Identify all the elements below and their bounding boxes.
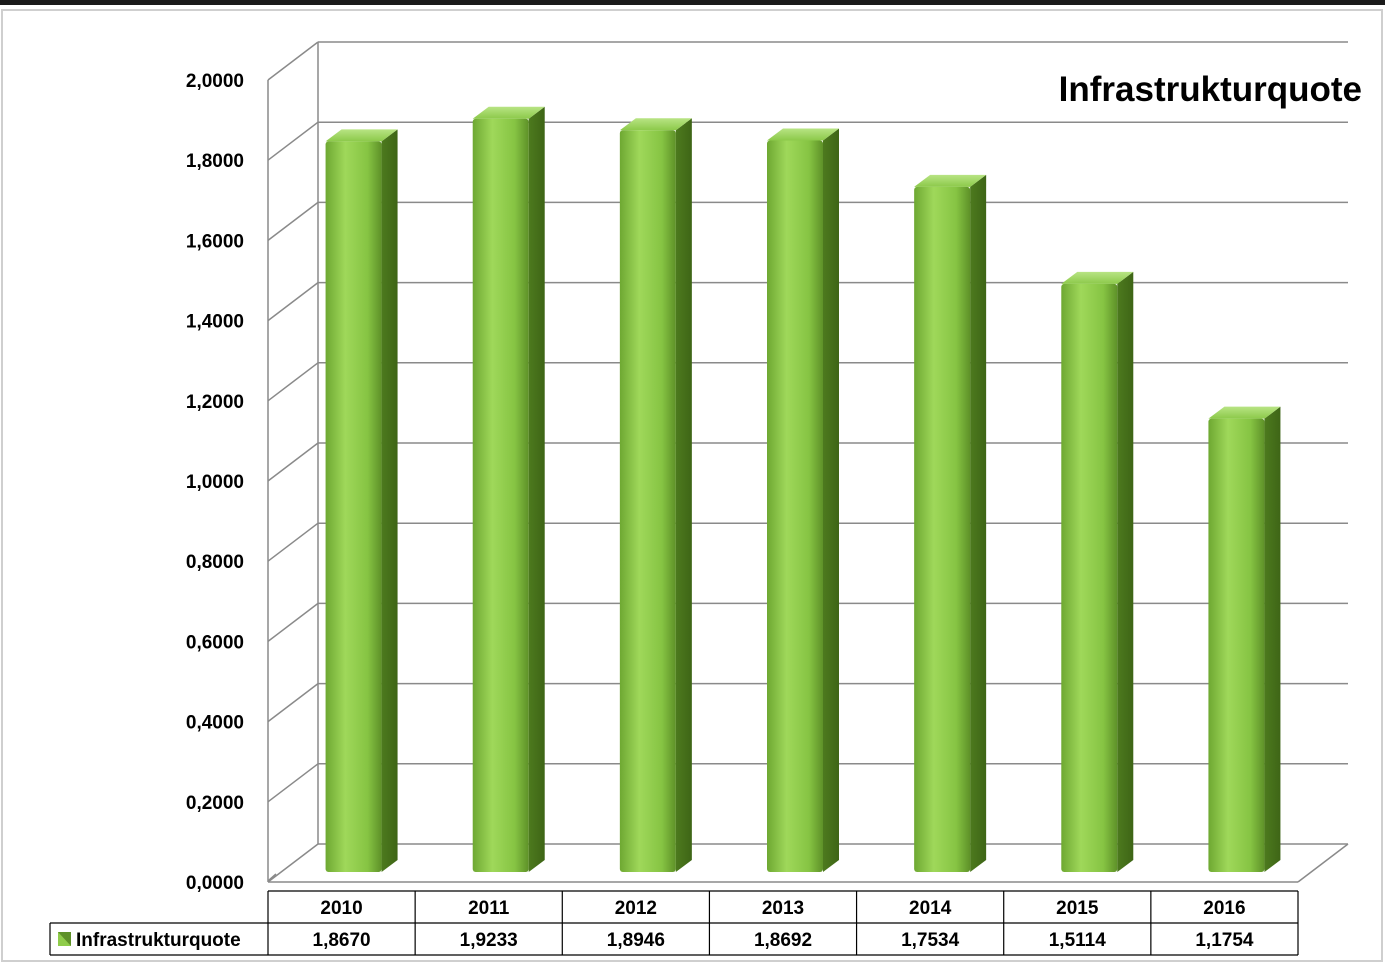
data-label: 1,9233 bbox=[460, 930, 518, 951]
data-label: 1,8670 bbox=[313, 930, 371, 951]
y-tick-label: 1,2000 bbox=[186, 392, 244, 413]
bar-side bbox=[823, 128, 839, 872]
y-tick-label: 1,0000 bbox=[186, 472, 244, 493]
bar-top bbox=[325, 129, 398, 142]
bar-top bbox=[1208, 406, 1281, 419]
data-label: 1,8946 bbox=[607, 930, 665, 951]
bar-2011 bbox=[472, 106, 545, 872]
data-label: 1,7534 bbox=[901, 930, 960, 951]
bar-front bbox=[767, 140, 823, 872]
bar-front bbox=[325, 141, 382, 872]
floor-right-edge bbox=[1297, 843, 1349, 883]
bar-2012 bbox=[619, 118, 692, 873]
bar-side bbox=[1264, 406, 1281, 872]
bar-top bbox=[767, 128, 839, 141]
bar-side bbox=[675, 118, 692, 873]
bar-side bbox=[1117, 271, 1134, 872]
x-tick-label: 2011 bbox=[468, 898, 510, 919]
y-tick-label: 0,2000 bbox=[186, 793, 244, 814]
y-tick-label: 1,6000 bbox=[186, 231, 244, 252]
chart-border bbox=[1, 9, 1383, 962]
bar-2016 bbox=[1208, 406, 1281, 872]
depth-gridline bbox=[267, 522, 319, 562]
depth-gridline bbox=[267, 763, 319, 803]
depth-gridline bbox=[267, 121, 319, 161]
bar-2010 bbox=[325, 129, 398, 872]
bar-side bbox=[970, 174, 987, 872]
y-tick-label: 1,8000 bbox=[186, 151, 244, 172]
data-label: 1,5114 bbox=[1049, 930, 1106, 951]
depth-gridline bbox=[267, 41, 319, 81]
chart-title: Infrastrukturquote bbox=[1059, 70, 1362, 109]
data-label: 1,8692 bbox=[754, 930, 812, 951]
bar-side bbox=[528, 106, 545, 872]
y-tick-label: 1,4000 bbox=[186, 312, 244, 333]
depth-gridline bbox=[267, 602, 319, 642]
y-tick-label: 0,4000 bbox=[186, 713, 244, 734]
depth-gridline bbox=[267, 282, 319, 322]
bars bbox=[325, 106, 1281, 873]
x-tick-label: 2013 bbox=[762, 898, 804, 919]
legend-series-name: Infrastrukturquote bbox=[76, 930, 241, 951]
bar-side bbox=[381, 129, 398, 872]
bar-top bbox=[1061, 271, 1134, 284]
depth-gridline bbox=[267, 442, 319, 482]
bar-2015 bbox=[1061, 271, 1134, 872]
x-tick-label: 2014 bbox=[909, 898, 952, 919]
bar-front bbox=[914, 186, 971, 872]
bar-2013 bbox=[767, 128, 839, 872]
bar-front bbox=[1208, 418, 1265, 872]
data-label: 1,1754 bbox=[1195, 930, 1254, 951]
y-tick-label: 0,0000 bbox=[186, 873, 244, 894]
data-table: 2010 1,8670 2011 1,9233 2012 1,8946 2013 1,8692… bbox=[49, 890, 1299, 956]
x-tick-label: 2015 bbox=[1056, 898, 1099, 919]
legend-key-icon bbox=[58, 932, 71, 946]
x-tick-label: 2012 bbox=[615, 898, 657, 919]
bar-front bbox=[1061, 283, 1118, 872]
y-tick-label: 2,0000 bbox=[186, 71, 244, 92]
bar-top bbox=[472, 106, 545, 119]
bar-front bbox=[472, 118, 529, 872]
axis-corner bbox=[267, 873, 277, 882]
legend-key-shade bbox=[58, 932, 71, 946]
bar-2014 bbox=[914, 174, 987, 872]
bar-top bbox=[914, 174, 987, 187]
y-tick-label: 0,8000 bbox=[186, 552, 244, 573]
bar-top bbox=[619, 118, 692, 131]
depth-gridline bbox=[267, 843, 319, 883]
x-tick-label: 2010 bbox=[320, 898, 362, 919]
depth-gridline bbox=[267, 362, 319, 402]
y-axis-tick-labels: 0,0000 0,2000 0,4000 0,6000 0,8000 1,0000 1,20… bbox=[186, 71, 244, 894]
top-border bbox=[0, 0, 1385, 5]
y-tick-label: 0,6000 bbox=[186, 632, 244, 653]
depth-gridline bbox=[267, 201, 319, 241]
x-tick-label: 2016 bbox=[1203, 898, 1245, 919]
depth-gridline bbox=[267, 683, 319, 723]
bar-front bbox=[619, 130, 676, 873]
